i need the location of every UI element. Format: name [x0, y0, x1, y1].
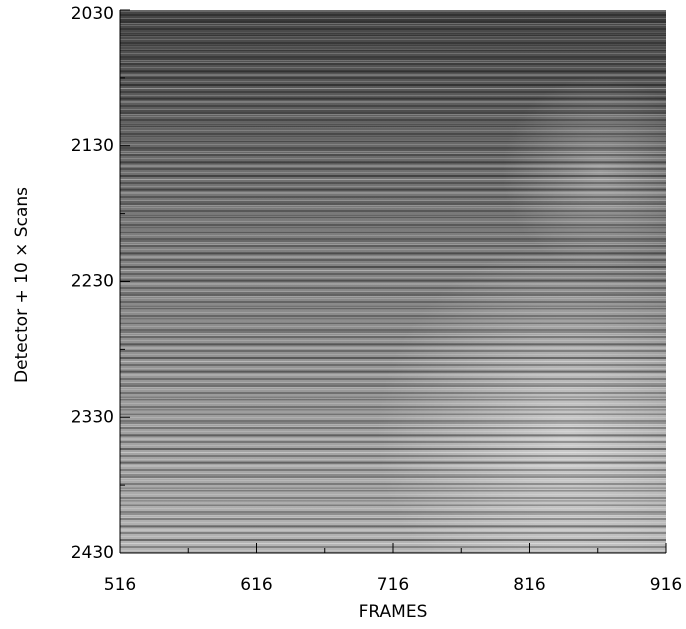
image	[120, 10, 666, 553]
y-axis-label: Detector + 10 × Scans	[12, 187, 32, 383]
y-tick-label: 2130	[71, 136, 114, 156]
x-tick-label: 616	[240, 575, 272, 595]
y-tick-label: 2330	[71, 407, 114, 427]
x-tick-label: 516	[104, 575, 136, 595]
x-tick-label: 816	[513, 575, 545, 595]
y-tick-label: 2030	[71, 4, 114, 24]
x-tick-label: 916	[650, 575, 682, 595]
x-tick-label: 716	[377, 575, 409, 595]
y-tick-label: 2430	[71, 543, 114, 563]
y-tick-label: 2230	[71, 272, 114, 292]
x-axis-label: FRAMES	[359, 602, 428, 622]
